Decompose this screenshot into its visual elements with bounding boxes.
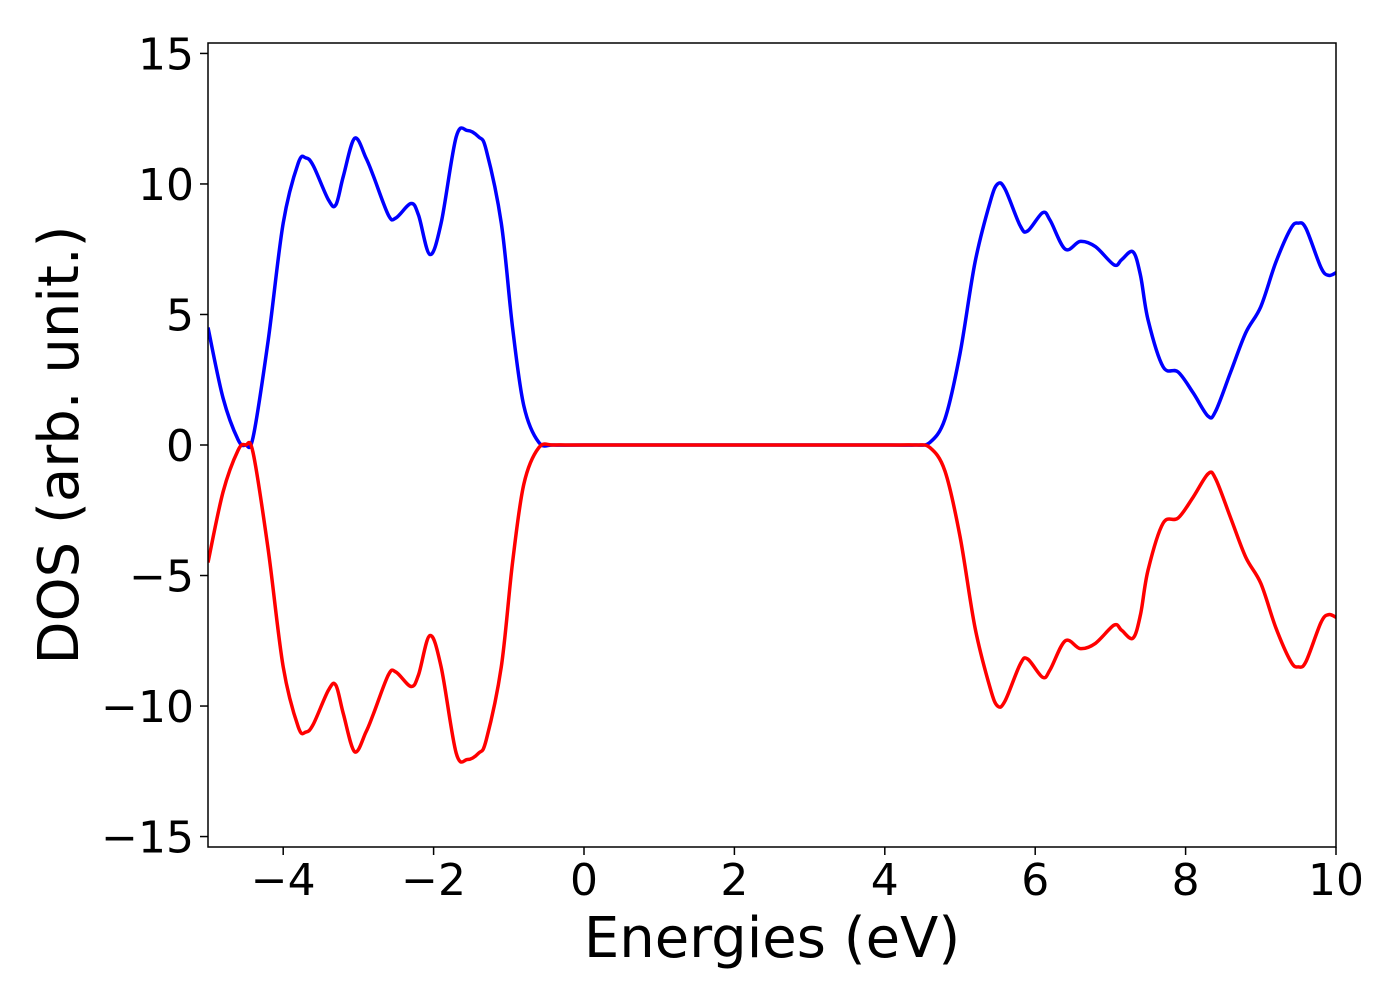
- y-axis-label: DOS (arb. unit.): [27, 225, 92, 664]
- y-tick-label: −10: [101, 682, 194, 733]
- x-tick-label: −4: [251, 855, 316, 906]
- x-tick-label: 0: [570, 855, 598, 906]
- dos-line: [208, 440, 1336, 764]
- x-tick-label: 2: [720, 855, 748, 906]
- x-axis-label: Energies (eV): [584, 906, 960, 971]
- y-tick-label: 0: [166, 421, 194, 472]
- x-tick-label: 8: [1172, 855, 1200, 906]
- x-tick-label: 4: [871, 855, 899, 906]
- y-tick-label: 10: [138, 160, 194, 211]
- plot-frame: [207, 42, 1337, 848]
- x-tick-label: 6: [1021, 855, 1049, 906]
- y-tick-label: 5: [166, 290, 194, 341]
- y-tick-label: −15: [101, 813, 194, 864]
- dos-line: [208, 126, 1336, 450]
- y-tick-label: −5: [129, 552, 194, 603]
- x-tick-label: −2: [401, 855, 466, 906]
- y-tick-label: 15: [138, 29, 194, 80]
- x-tick-label: 10: [1308, 855, 1364, 906]
